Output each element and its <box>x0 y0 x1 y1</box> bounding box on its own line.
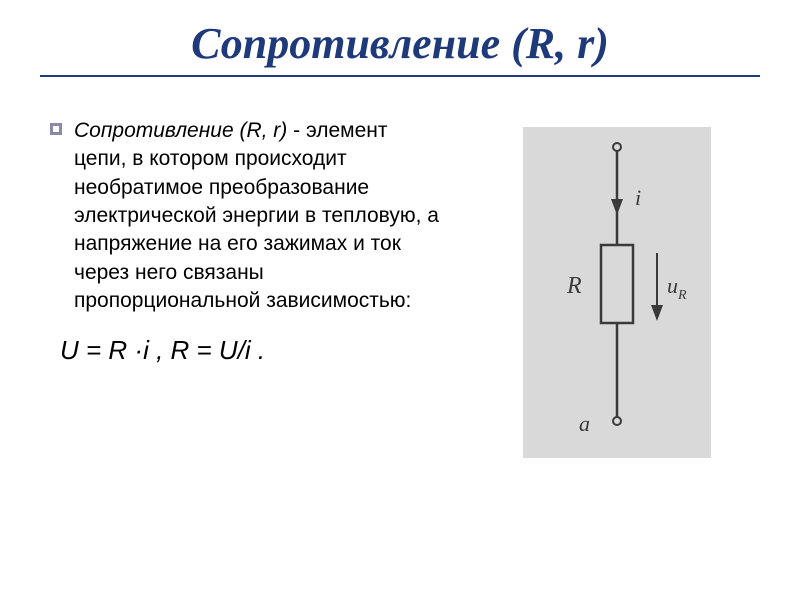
definition-lead: Сопротивление (R, r) <box>74 119 287 142</box>
text-column: Сопротивление (R, r) - элемент цепи, в к… <box>40 117 443 366</box>
label-i: i <box>635 185 641 210</box>
terminal-bottom-icon <box>613 417 621 425</box>
resistor-symbol-icon <box>601 245 633 323</box>
formula-text: U = R ·i , R = U/i . <box>50 335 443 366</box>
resistor-svg: i R uR a <box>537 135 697 445</box>
slide: Сопротивление (R, r) Сопротивление (R, r… <box>0 0 800 600</box>
label-a: a <box>579 411 590 436</box>
definition-rest: - элемент цепи, в котором происходит нео… <box>74 119 439 312</box>
content-row: Сопротивление (R, r) - элемент цепи, в к… <box>40 117 760 458</box>
definition-text: Сопротивление (R, r) - элемент цепи, в к… <box>74 117 443 315</box>
resistor-diagram: i R uR a <box>523 127 711 458</box>
current-arrow-icon <box>611 199 623 215</box>
title-underline <box>40 75 760 77</box>
page-title: Сопротивление (R, r) <box>40 18 760 69</box>
bullet-paragraph: Сопротивление (R, r) - элемент цепи, в к… <box>50 117 443 315</box>
label-ur: uR <box>667 273 687 303</box>
diagram-column: i R uR a <box>473 117 760 458</box>
terminal-top-icon <box>613 143 621 151</box>
bullet-square-icon <box>50 123 62 135</box>
voltage-arrow-head-icon <box>651 305 663 321</box>
label-r: R <box>566 273 582 299</box>
